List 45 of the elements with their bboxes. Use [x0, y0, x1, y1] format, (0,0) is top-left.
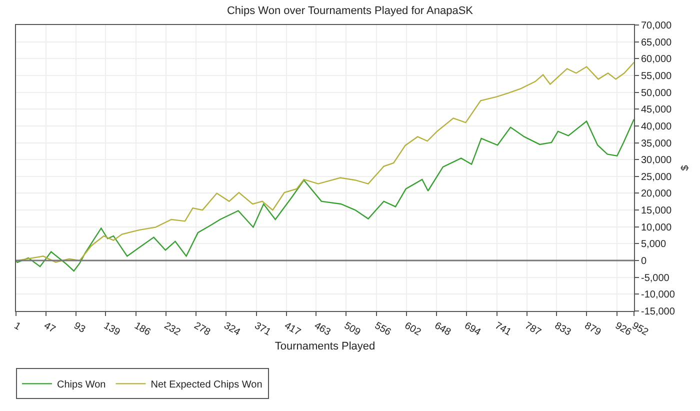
y-tick-label: 30,000	[641, 155, 672, 166]
y-tick-label: 10,000	[641, 222, 672, 234]
x-tick-label: 278	[192, 320, 212, 338]
line-series	[16, 62, 634, 263]
y-tick-label: 45,000	[641, 104, 672, 116]
x-tick-label: 324	[222, 320, 242, 338]
x-axis-title: Tournaments Played	[274, 340, 376, 353]
x-tick-label: 93	[72, 320, 88, 336]
x-tick-label: 1	[12, 320, 23, 333]
line-series	[16, 118, 634, 272]
y-tick-label: 65,000	[641, 37, 672, 48]
y-tick-label: 50,000	[641, 88, 672, 99]
y-tick-label: 20,000	[641, 188, 672, 200]
x-tick-label: 47	[42, 320, 58, 336]
x-tick-label: 787	[522, 320, 544, 338]
x-tick-label: 186	[132, 320, 153, 338]
x-tick-label: 463	[312, 320, 333, 338]
y-tick-label: 35,000	[641, 138, 672, 150]
y-tick-label: 60,000	[641, 54, 672, 66]
y-tick-label: -15,000	[641, 306, 676, 318]
y-tick-label: 5,000	[641, 239, 666, 250]
x-tick-label: 741	[492, 320, 514, 338]
y-tick-label: 25,000	[641, 172, 672, 183]
x-tick-label: 139	[102, 320, 122, 338]
y-tick-label: 0	[641, 256, 647, 268]
legend-label: Net Expected Chips Won	[150, 380, 262, 391]
y-tick-label: -10,000	[641, 290, 676, 301]
x-tick-label: 509	[342, 320, 362, 338]
y-tick-label: 40,000	[641, 121, 672, 132]
chart-title: Chips Won over Tournaments Played for AnapaSK	[226, 4, 474, 17]
x-tick-label: 833	[552, 320, 573, 338]
y-tick-label: 15,000	[641, 206, 672, 217]
x-tick-label: 694	[462, 320, 483, 338]
x-tick-label: 232	[162, 320, 182, 338]
x-tick-label: 417	[282, 320, 303, 338]
x-tick-label: 648	[432, 320, 453, 338]
legend-label: Chips Won	[57, 380, 106, 391]
x-tick-label: 371	[252, 320, 273, 338]
y-tick-label: 70,000	[641, 20, 672, 32]
y-tick-label: -5,000	[641, 272, 670, 284]
y-axis-title: $	[680, 164, 691, 171]
x-tick-label: 602	[402, 320, 423, 338]
x-tick-label: 879	[582, 320, 603, 338]
y-tick-label: 55,000	[641, 70, 672, 82]
x-tick-label: 556	[372, 320, 393, 338]
